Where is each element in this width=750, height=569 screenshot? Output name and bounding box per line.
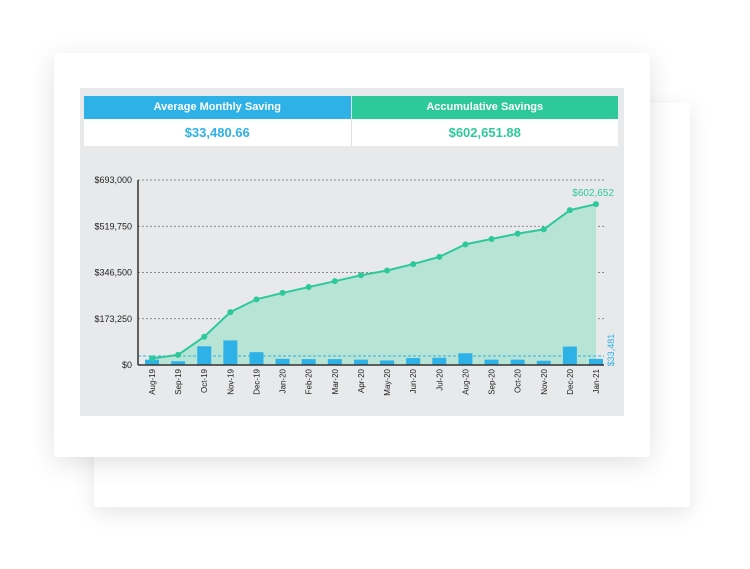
x-tick-label: Dec-19 [252, 368, 261, 394]
bar-jan-21 [589, 358, 603, 365]
bar-nov-19 [223, 340, 238, 365]
x-tick-label: Mar-20 [331, 368, 340, 394]
bar-nov-20 [536, 360, 551, 365]
accumulative-savings-value: $602,651.88 [448, 125, 521, 140]
bar-jan-20 [275, 358, 290, 365]
bar-jun-20 [406, 358, 421, 365]
bar-apr-20 [353, 359, 368, 365]
x-tick-label: Aug-20 [461, 368, 470, 394]
point-oct-19 [201, 333, 208, 340]
accumulative-savings-stat: Accumulative Savings $602,651.88 [350, 96, 618, 146]
point-mar-20 [331, 278, 338, 285]
y-tick-label: $519,750 [94, 221, 132, 231]
x-tick-label: Jan-20 [279, 368, 288, 393]
point-aug-19 [149, 355, 155, 362]
point-nov-19 [227, 309, 234, 316]
point-dec-19 [253, 296, 260, 303]
stats-header: Average Monthly Saving $33,480.66 Accumu… [84, 96, 618, 146]
average-saving-stat: Average Monthly Saving $33,480.66 [84, 96, 351, 146]
x-tick-label: Feb-20 [305, 368, 314, 394]
point-sep-20 [488, 235, 495, 242]
bar-dec-19 [249, 352, 264, 365]
bar-aug-19 [145, 359, 159, 365]
x-tick-label: Sep-19 [174, 368, 183, 394]
bar-feb-20 [301, 359, 316, 365]
x-tick-label: Jul-20 [435, 368, 444, 390]
average-line-label: $33,481 [606, 334, 616, 367]
y-tick-label: $346,500 [94, 268, 132, 278]
x-tick-label: Nov-19 [226, 368, 235, 394]
point-feb-20 [305, 284, 312, 291]
x-tick-label: Oct-19 [200, 368, 209, 393]
x-tick-label: Nov-20 [540, 368, 549, 394]
point-jun-20 [410, 261, 417, 268]
average-saving-value: $33,480.66 [184, 125, 250, 140]
y-tick-label: $0 [122, 360, 132, 370]
bar-mar-20 [327, 359, 342, 365]
point-sep-19 [175, 351, 182, 358]
x-tick-label: Dec-20 [566, 368, 575, 394]
x-tick-label: Aug-19 [148, 368, 157, 394]
point-oct-20 [514, 230, 521, 237]
average-saving-label: Average Monthly Saving [84, 96, 351, 119]
x-tick-label: Apr-20 [357, 368, 366, 393]
y-tick-label: $173,250 [94, 314, 132, 324]
end-value-label: $602,652 [572, 188, 614, 199]
point-jan-20 [279, 289, 286, 296]
point-jan-21 [593, 201, 599, 208]
point-may-20 [384, 267, 391, 274]
bar-oct-20 [510, 359, 525, 365]
x-tick-label: Jan-21 [592, 368, 601, 393]
point-aug-20 [462, 241, 469, 248]
bar-jul-20 [432, 357, 447, 365]
x-tick-label: May-20 [383, 368, 392, 395]
accumulative-savings-label: Accumulative Savings [351, 96, 618, 119]
point-apr-20 [357, 272, 364, 279]
point-nov-20 [540, 226, 547, 233]
bar-sep-20 [484, 359, 499, 365]
cumulative-area [152, 204, 596, 365]
cumulative-line [151, 203, 597, 360]
x-tick-label: Jun-20 [409, 368, 418, 393]
point-dec-20 [566, 207, 573, 214]
y-tick-label: $693,000 [94, 175, 132, 185]
x-tick-label: Sep-20 [488, 368, 497, 394]
bar-sep-19 [171, 361, 186, 365]
bar-aug-20 [458, 353, 473, 365]
point-jul-20 [436, 253, 443, 260]
x-tick-label: Oct-20 [514, 368, 523, 393]
bar-may-20 [380, 360, 395, 365]
